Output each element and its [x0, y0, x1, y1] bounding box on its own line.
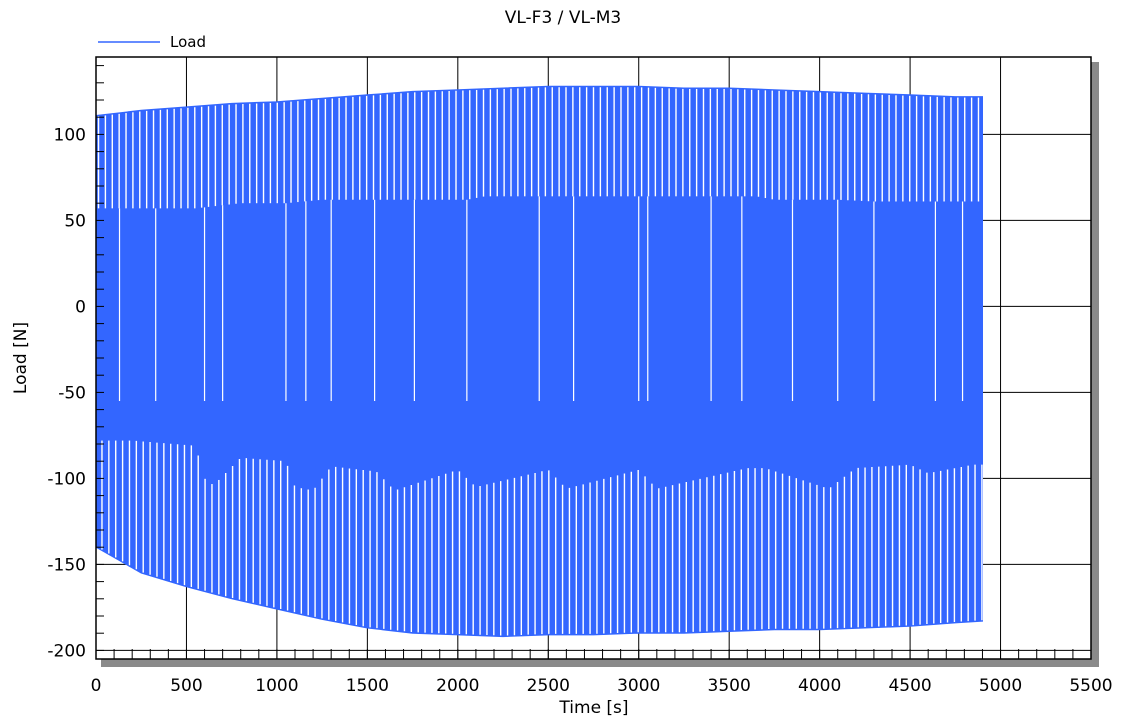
y-axis-ticks: -200 -150 -100 -50 0 50 100: [47, 125, 86, 661]
y-tick-label: 0: [75, 297, 86, 317]
x-tick-label: 2000: [436, 676, 479, 696]
minor-ticks: [95, 65, 1074, 659]
y-tick-label: 100: [54, 125, 86, 145]
series-load: [96, 85, 983, 638]
y-tick-label: -200: [47, 641, 86, 661]
plot-frame: [95, 56, 1092, 660]
x-tick-label: 4000: [798, 676, 841, 696]
x-axis-title: Time [s]: [558, 698, 628, 718]
chart-title: VL-F3 / VL-M3: [505, 8, 622, 28]
x-tick-label: 3500: [708, 676, 751, 696]
plot-shadow-bottom: [101, 659, 1099, 667]
y-tick-label: -50: [58, 383, 86, 403]
plot-shadow: [1091, 62, 1099, 664]
legend-label-load: Load: [170, 33, 206, 51]
y-axis-title: Load [N]: [11, 322, 31, 394]
x-axis-ticks: 0 500 1000 1500 2000 2500 3000 3500 4000 4500 5000…: [91, 676, 1113, 696]
x-tick-label: 1500: [346, 676, 389, 696]
x-tick-label: 1000: [255, 676, 298, 696]
x-tick-label: 0: [91, 676, 102, 696]
y-tick-label: -150: [47, 555, 86, 575]
x-tick-label: 3000: [617, 676, 660, 696]
x-tick-label: 5500: [1069, 676, 1112, 696]
x-tick-label: 5000: [979, 676, 1022, 696]
x-tick-label: 2500: [527, 676, 570, 696]
y-tick-label: -100: [47, 469, 86, 489]
y-tick-label: 50: [64, 211, 86, 231]
x-tick-label: 500: [170, 676, 202, 696]
x-tick-label: 4500: [888, 676, 931, 696]
